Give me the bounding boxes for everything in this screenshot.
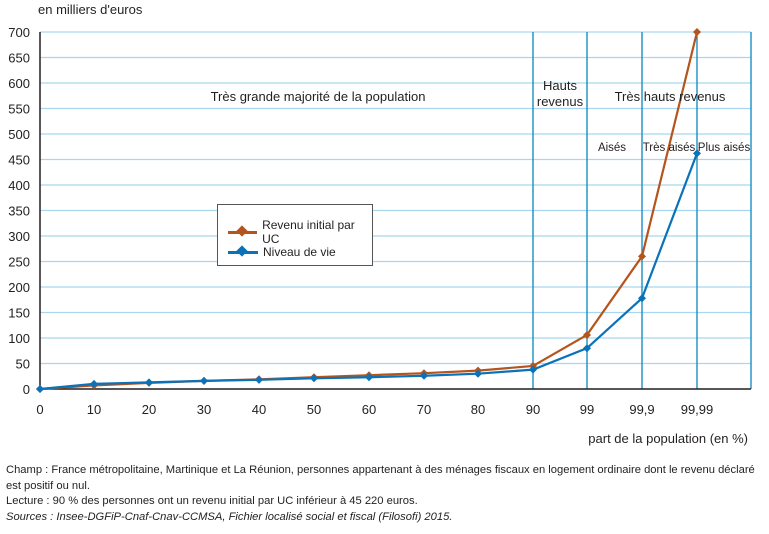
x-tick-labels: 0 10 20 30 40 50 60 70 80 90 99 99,9 99,99 [36, 402, 713, 417]
x-tick-label: 99,9 [629, 402, 654, 417]
annotation-tres-aises: Très aisés [643, 142, 696, 154]
region-dividers [532, 32, 752, 389]
x-tick-label: 40 [252, 402, 266, 417]
data-point [310, 374, 318, 383]
x-tick-label: 60 [362, 402, 376, 417]
y-tick-label: 350 [8, 204, 30, 219]
y-tick-label: 600 [8, 76, 30, 91]
data-point [474, 369, 482, 378]
y-tick-label: 550 [8, 102, 30, 117]
data-point [420, 371, 428, 380]
legend-swatch-niveau [228, 244, 258, 257]
x-tick-label: 50 [307, 402, 321, 417]
y-tick-label: 450 [8, 153, 30, 168]
data-point [255, 375, 263, 384]
series [36, 28, 701, 393]
legend-label-niveau: Niveau de vie [263, 245, 336, 259]
data-point [583, 344, 591, 353]
legend-item-niveau: Niveau de vie [228, 244, 336, 259]
x-tick-label: 99 [580, 402, 594, 417]
data-point [365, 373, 373, 382]
y-tick-label: 100 [8, 331, 30, 346]
y-tick-label: 400 [8, 178, 30, 193]
y-tick-label: 50 [16, 357, 30, 372]
y-axis-label: en milliers d'euros [38, 2, 143, 17]
x-tick-label: 20 [142, 402, 156, 417]
y-tick-label: 500 [8, 127, 30, 142]
series-line [39, 152, 699, 391]
y-tick-labels: 0 50 100 150 200 250 300 350 400 450 500 550 600 650 7… [8, 25, 30, 397]
annotation-aises: Aisés [598, 142, 626, 154]
x-tick-label: 70 [417, 402, 431, 417]
data-point [693, 149, 701, 158]
x-tick-label: 30 [197, 402, 211, 417]
data-point [90, 379, 98, 388]
data-point [638, 252, 646, 261]
y-tick-label: 0 [23, 382, 30, 397]
legend: Revenu initial par UC Niveau de vie [217, 204, 373, 266]
axes [39, 32, 751, 390]
annotation-tres-hauts: Très hauts revenus [615, 89, 726, 104]
note-sources: Sources : Insee-DGFiP-Cnaf-Cnav-CCMSA, F… [6, 510, 453, 523]
data-point [583, 330, 591, 339]
series-niveau-de-vie [36, 149, 701, 393]
data-point [36, 385, 44, 393]
annotation-hauts-1: Hauts [543, 78, 577, 93]
grid [40, 31, 751, 365]
note-lecture: Lecture : 90 % des personnes ont un reve… [6, 495, 418, 507]
legend-swatch-revenu [228, 224, 258, 237]
x-tick-label: 90 [526, 402, 540, 417]
x-tick-label: 0 [36, 402, 43, 417]
legend-label-revenu: Revenu initial par UC [262, 218, 355, 246]
annotation-majorite: Très grande majorité de la population [211, 89, 426, 104]
data-point [529, 365, 537, 374]
annotation-plus-aises: Plus aisés [698, 142, 751, 154]
data-point [200, 376, 208, 385]
x-tick-label: 99,99 [681, 402, 714, 417]
y-tick-label: 200 [8, 280, 30, 295]
annotation-hauts-2: revenus [537, 94, 584, 109]
data-point [693, 28, 701, 36]
data-point [638, 294, 646, 303]
y-tick-label: 250 [8, 255, 30, 270]
x-tick-label: 10 [87, 402, 101, 417]
y-tick-label: 150 [8, 306, 30, 321]
data-point [145, 378, 153, 387]
note-champ: Champ : France métropolitaine, Martiniqu… [6, 464, 755, 492]
y-tick-label: 650 [8, 51, 30, 66]
chart-notes: Champ : France métropolitaine, Martiniqu… [6, 463, 766, 525]
y-tick-label: 700 [8, 25, 30, 40]
y-tick-label: 300 [8, 229, 30, 244]
legend-item-revenu: Revenu initial par UC [228, 218, 372, 246]
x-tick-label: 80 [471, 402, 485, 417]
x-axis-label: part de la population (en %) [588, 431, 748, 446]
income-chart: 0501001502002503003504004505005506006507… [8, 2, 752, 446]
